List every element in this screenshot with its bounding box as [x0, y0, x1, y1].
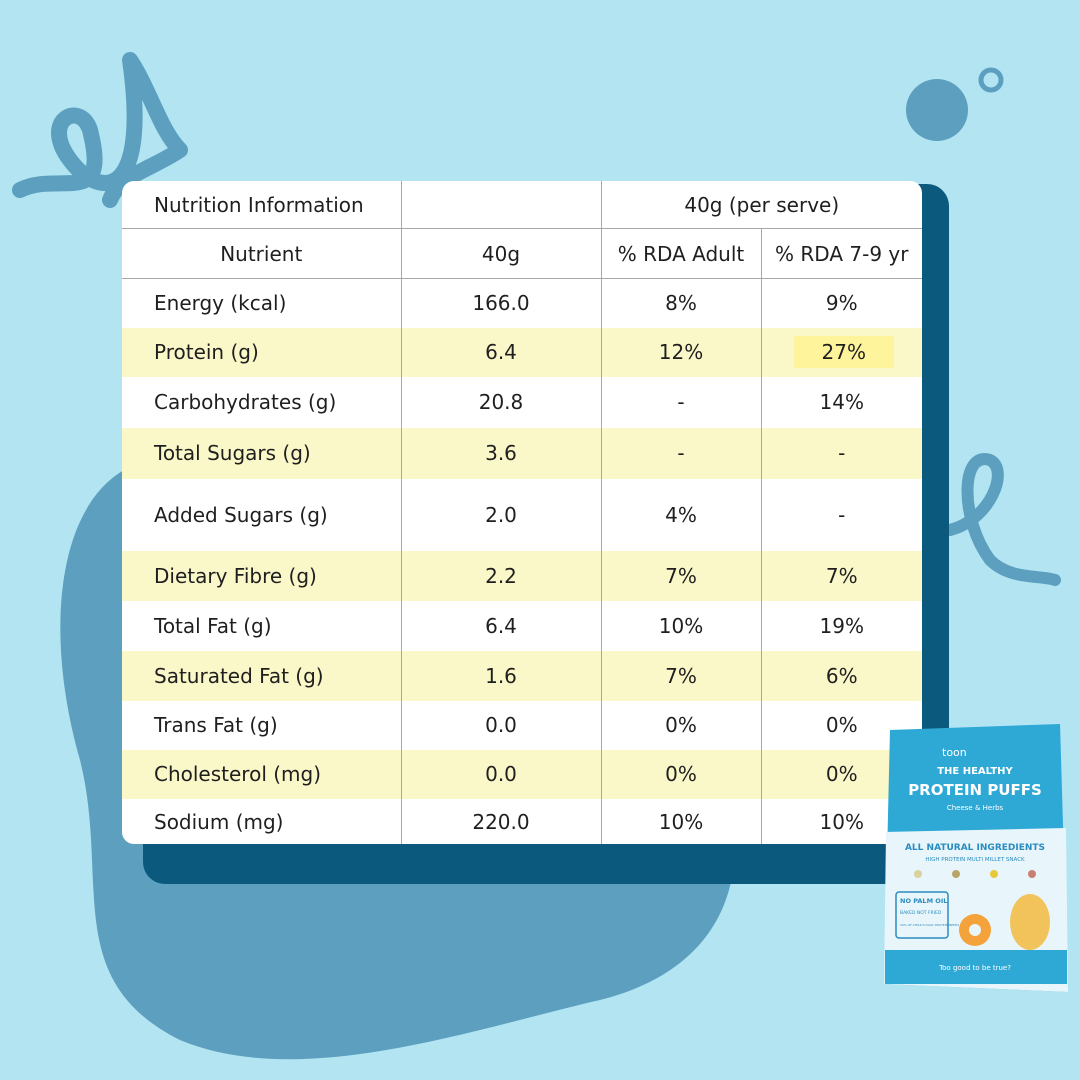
- table-header-empty: [401, 181, 602, 229]
- rda-kids-value: 9%: [825, 291, 858, 316]
- table-row: Total Fat (g) 6.4 10% 19%: [122, 600, 922, 651]
- rda-adult-value: 10%: [601, 798, 762, 844]
- nutrient-name: Energy (kcal): [122, 278, 402, 328]
- rda-kids-value: 27%: [761, 327, 922, 377]
- table-header-row: Nutrition Information 40g (per serve): [122, 181, 922, 229]
- table-row: Added Sugars (g) 2.0 4% -: [122, 478, 922, 551]
- serving-header: 40g (per serve): [601, 181, 922, 229]
- rda-adult-value: 4%: [601, 478, 762, 551]
- pouch-puffs-illustration: [969, 924, 981, 936]
- nutrition-table-card: Nutrition Information 40g (per serve) Nu…: [122, 181, 922, 844]
- background-squiggle-right: [944, 453, 1061, 586]
- column-header-row: Nutrient 40g % RDA Adult % RDA 7-9 yr: [122, 228, 922, 279]
- rda-kids-value: 6%: [761, 650, 922, 701]
- pouch-tagline: Too good to be true?: [938, 964, 1011, 972]
- nutrient-amount: 6.4: [401, 600, 602, 651]
- column-header-nutrient: Nutrient: [122, 228, 402, 279]
- nutrition-table: Nutrition Information 40g (per serve) Nu…: [122, 181, 922, 844]
- nutrient-name: Total Sugars (g): [122, 427, 402, 479]
- table-title: Nutrition Information: [122, 181, 402, 229]
- table-row: Saturated Fat (g) 1.6 7% 6%: [122, 650, 922, 701]
- nutrient-amount: 20.8: [401, 376, 602, 428]
- rda-adult-value: 0%: [601, 749, 762, 799]
- nutrient-amount: 0.0: [401, 700, 602, 750]
- nutrient-name: Added Sugars (g): [122, 478, 402, 551]
- column-header-amount: 40g: [401, 228, 602, 279]
- pouch-claim3: 34% OF CHILD'S DAILY PROTEIN NEEDS: [900, 923, 959, 927]
- nutrient-name: Carbohydrates (g): [122, 376, 402, 428]
- pouch-claim1: NO PALM OIL: [900, 897, 947, 905]
- rda-adult-value: 7%: [601, 650, 762, 701]
- pouch-mascot-illustration: [1010, 894, 1050, 950]
- rda-kids-value: 10%: [819, 809, 864, 834]
- nutrient-amount: 220.0: [401, 798, 602, 844]
- pouch-sub-banner: HIGH PROTEIN MULTI MILLET SNACK: [925, 857, 1025, 863]
- pouch-ingredient-icon: [1028, 870, 1036, 878]
- rda-kids-value: 0%: [825, 713, 858, 737]
- rda-adult-value: 7%: [601, 550, 762, 601]
- rda-adult-value: 10%: [601, 600, 762, 651]
- nutrient-amount: 0.0: [401, 749, 602, 799]
- table-row: Protein (g) 6.4 12% 27%: [122, 327, 922, 377]
- table-row: Total Sugars (g) 3.6 - -: [122, 427, 922, 479]
- table-row: Dietary Fibre (g) 2.2 7% 7%: [122, 550, 922, 601]
- rda-kids-value: 14%: [819, 390, 864, 414]
- nutrient-name: Protein (g): [122, 327, 402, 377]
- rda-kids-value: 7%: [761, 550, 922, 601]
- nutrient-amount: 6.4: [401, 327, 602, 377]
- column-header-rda-kids: % RDA 7-9 yr: [761, 228, 922, 279]
- table-row: Cholesterol (mg) 0.0 0% 0%: [122, 749, 922, 799]
- table-row: Energy (kcal) 166.0 8% 9%: [122, 278, 922, 328]
- table-row: Sodium (mg) 220.0 10% 10%: [122, 798, 922, 844]
- pouch-ingredient-icon: [952, 870, 960, 878]
- rda-adult-value: 0%: [601, 700, 762, 750]
- nutrient-amount: 166.0: [401, 278, 602, 328]
- pouch-ingredient-icon: [914, 870, 922, 878]
- rda-adult-value: -: [601, 376, 762, 428]
- pouch-claim2: BAKED NOT FRIED: [900, 910, 942, 916]
- rda-kids-value: 19%: [819, 613, 864, 638]
- pouch-footer-band: [885, 950, 1067, 984]
- nutrient-name: Trans Fat (g): [122, 700, 402, 750]
- background-squiggle-left: [12, 52, 188, 208]
- nutrient-name: Dietary Fibre (g): [122, 550, 402, 601]
- nutrient-name: Saturated Fat (g): [122, 650, 402, 701]
- table-row: Carbohydrates (g) 20.8 - 14%: [122, 376, 922, 428]
- pouch-ingredient-icon: [990, 870, 998, 878]
- rda-adult-value: -: [601, 427, 762, 479]
- table-row: Trans Fat (g) 0.0 0% 0%: [122, 700, 922, 750]
- product-pouch-image: toon THE HEALTHY PROTEIN PUFFS Cheese & …: [884, 724, 1068, 992]
- highlighted-rda-value: 27%: [793, 336, 894, 368]
- nutrient-amount: 2.2: [401, 550, 602, 601]
- column-header-rda-adult: % RDA Adult: [601, 228, 762, 279]
- pouch-flavor: Cheese & Herbs: [947, 804, 1004, 812]
- nutrient-name: Sodium (mg): [122, 798, 402, 844]
- pouch-banner: ALL NATURAL INGREDIENTS: [905, 843, 1045, 853]
- rda-kids-value: -: [761, 427, 922, 479]
- nutrient-name: Total Fat (g): [122, 600, 402, 651]
- pouch-line2: PROTEIN PUFFS: [908, 781, 1042, 799]
- background-circle-small: [978, 67, 1004, 93]
- nutrient-name: Cholesterol (mg): [122, 749, 402, 799]
- pouch-claim-box: [895, 891, 949, 939]
- nutrient-amount: 1.6: [401, 650, 602, 701]
- background-circle-large: [906, 79, 968, 141]
- rda-adult-value: 12%: [601, 327, 762, 377]
- rda-kids-value: -: [838, 502, 846, 527]
- nutrient-amount: 2.0: [401, 478, 602, 551]
- nutrient-amount: 3.6: [401, 427, 602, 479]
- pouch-brand: toon: [942, 746, 967, 759]
- rda-adult-value: 8%: [601, 278, 762, 328]
- pouch-line1: THE HEALTHY: [937, 766, 1013, 777]
